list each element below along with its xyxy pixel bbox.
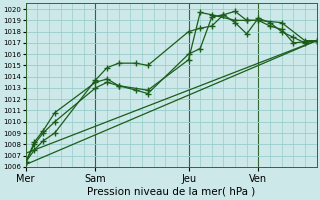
- X-axis label: Pression niveau de la mer( hPa ): Pression niveau de la mer( hPa ): [87, 187, 255, 197]
